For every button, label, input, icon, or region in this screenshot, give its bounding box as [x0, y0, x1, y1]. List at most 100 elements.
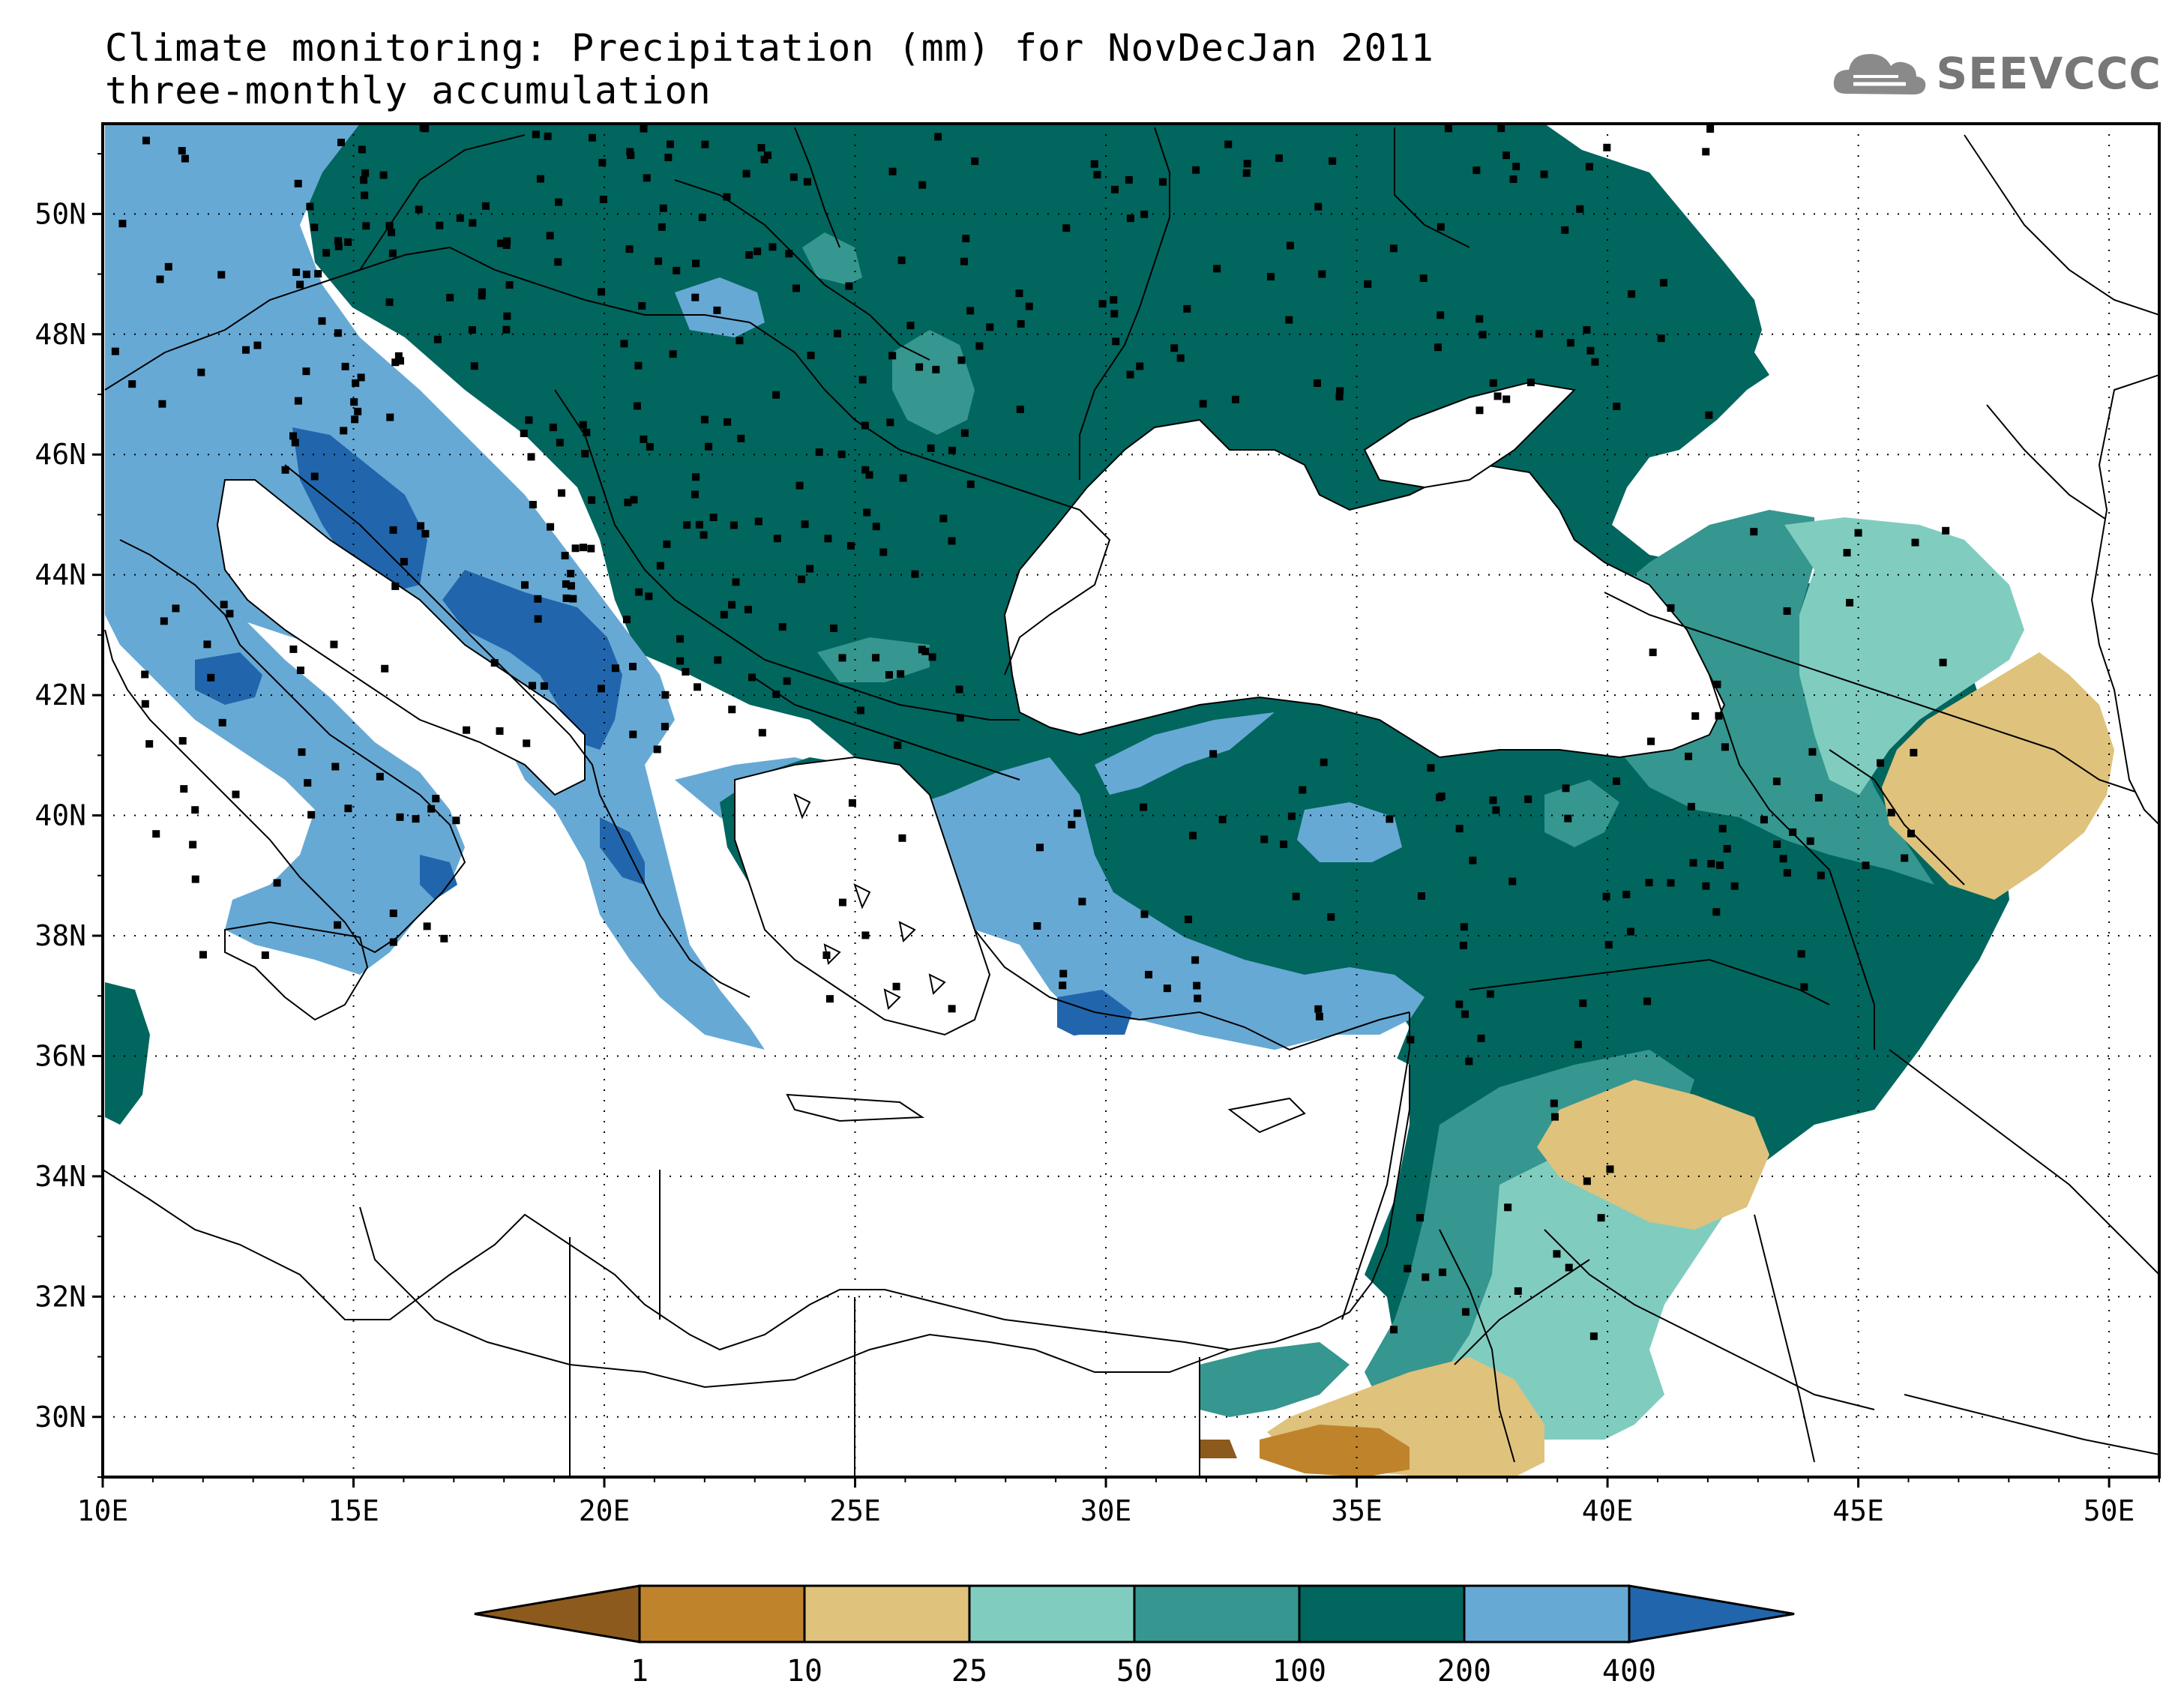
station-marker — [1760, 816, 1768, 824]
station-marker — [1730, 882, 1739, 890]
station-marker — [948, 1005, 956, 1013]
station-marker — [1389, 244, 1398, 253]
station-marker — [1772, 778, 1781, 786]
station-marker — [783, 677, 791, 685]
station-marker — [152, 830, 160, 838]
station-marker — [197, 368, 205, 376]
colorbar-box — [803, 1584, 971, 1644]
station-marker — [1797, 950, 1805, 958]
adriatic-sea — [216, 479, 586, 796]
station-marker — [1606, 1165, 1614, 1173]
station-marker — [1189, 832, 1197, 840]
station-marker — [302, 367, 310, 376]
colorbar-label: 200 — [1437, 1654, 1491, 1687]
station-marker — [1589, 1332, 1598, 1341]
station-marker — [661, 691, 670, 699]
station-marker — [218, 718, 226, 727]
x-tick-label: 45E — [1832, 1494, 1884, 1527]
region-200-400-konya — [1297, 802, 1402, 862]
station-marker — [385, 222, 394, 230]
station-marker — [599, 195, 607, 203]
station-marker — [1419, 274, 1428, 283]
station-marker — [1514, 1287, 1522, 1295]
region-100-200-sardinia — [105, 982, 150, 1125]
station-marker — [948, 537, 956, 545]
station-marker — [1565, 1263, 1573, 1272]
cloud-icon — [1834, 54, 1926, 94]
station-marker — [1497, 124, 1505, 133]
station-marker — [724, 418, 732, 426]
chart-subtitle: three-monthly accumulation — [105, 69, 712, 112]
station-marker — [1327, 912, 1335, 921]
station-marker — [481, 202, 490, 210]
station-marker — [1716, 861, 1724, 869]
station-marker — [861, 421, 869, 430]
station-marker — [361, 191, 369, 199]
station-marker — [203, 640, 211, 649]
station-marker — [350, 398, 358, 406]
station-marker — [845, 282, 853, 290]
station-marker — [199, 951, 207, 959]
station-marker — [824, 535, 832, 543]
colorbar-extend-min — [474, 1584, 641, 1644]
station-marker — [1657, 334, 1665, 343]
station-marker — [669, 350, 677, 358]
station-marker — [948, 446, 956, 454]
station-marker — [673, 266, 681, 274]
station-marker — [302, 270, 310, 278]
station-marker — [331, 763, 340, 771]
station-marker — [1540, 170, 1548, 178]
station-marker — [1036, 844, 1044, 852]
station-marker — [846, 541, 855, 550]
station-marker — [1416, 1214, 1425, 1222]
station-marker — [723, 193, 731, 201]
station-marker — [861, 466, 870, 474]
station-marker — [778, 623, 786, 631]
station-marker — [503, 237, 511, 245]
station-marker — [1667, 604, 1675, 612]
station-marker — [191, 875, 199, 883]
station-marker — [334, 242, 343, 250]
station-marker — [1110, 185, 1119, 193]
station-marker — [314, 270, 322, 278]
colorbar-box — [1298, 1584, 1466, 1644]
station-marker — [822, 951, 831, 959]
colorbar-label: 100 — [1272, 1654, 1326, 1687]
station-marker — [848, 799, 856, 807]
station-marker — [391, 358, 400, 367]
station-marker — [1817, 871, 1825, 879]
station-marker — [1299, 786, 1307, 794]
station-marker — [888, 352, 897, 360]
station-marker — [164, 262, 172, 271]
station-marker — [1493, 392, 1502, 400]
station-marker — [894, 741, 902, 749]
x-tick-label: 25E — [829, 1494, 881, 1527]
station-marker — [1626, 927, 1634, 936]
station-marker — [310, 472, 319, 481]
station-marker — [879, 548, 888, 556]
station-marker — [745, 251, 753, 259]
station-marker — [1550, 1099, 1558, 1107]
station-marker — [1292, 892, 1300, 900]
station-marker — [534, 595, 542, 603]
station-marker — [1427, 764, 1435, 772]
station-marker — [753, 247, 762, 256]
station-marker — [643, 174, 651, 182]
station-marker — [667, 140, 675, 148]
station-marker — [838, 654, 846, 662]
station-marker — [525, 416, 533, 424]
station-marker — [394, 352, 403, 360]
station-marker — [966, 307, 975, 315]
station-marker — [1059, 969, 1068, 978]
station-marker — [1407, 1035, 1415, 1044]
station-marker — [858, 376, 867, 384]
station-marker — [1486, 990, 1494, 998]
region-200-400-anatolia-s — [1065, 870, 1425, 1050]
station-marker — [502, 241, 511, 249]
station-marker — [503, 312, 511, 320]
station-marker — [1489, 796, 1497, 805]
station-marker — [625, 245, 634, 253]
station-marker — [587, 544, 595, 553]
station-marker — [1275, 154, 1283, 162]
azov-sea — [1363, 381, 1577, 489]
